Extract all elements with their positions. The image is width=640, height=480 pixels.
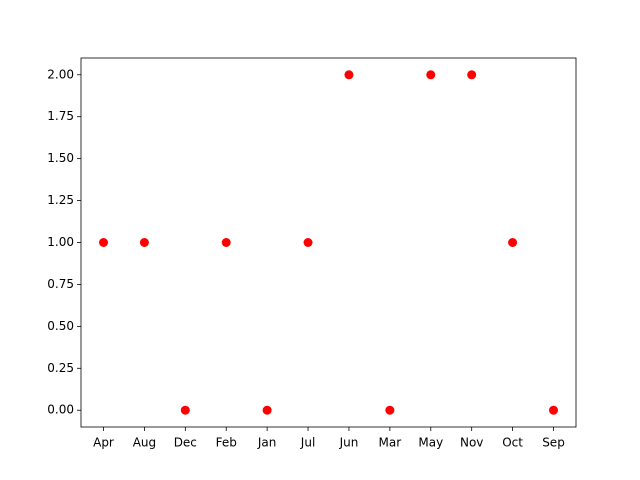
point bbox=[262, 405, 272, 415]
x-tick-label: Nov bbox=[460, 436, 483, 450]
x-tick-label: Jun bbox=[339, 436, 359, 450]
y-tick-label: 1.00 bbox=[47, 235, 74, 249]
x-tick-label: Mar bbox=[379, 436, 402, 450]
x-tick-label: May bbox=[418, 436, 443, 450]
x-tick-label: Dec bbox=[174, 436, 197, 450]
point bbox=[549, 405, 558, 415]
point bbox=[303, 238, 313, 247]
point bbox=[426, 70, 436, 80]
y-tick-label: 1.50 bbox=[47, 151, 74, 165]
point bbox=[467, 70, 477, 80]
point bbox=[385, 405, 395, 415]
y-tick-label: 0.75 bbox=[47, 277, 74, 291]
x-tick-label: Feb bbox=[216, 436, 237, 450]
point bbox=[139, 238, 149, 247]
x-tick-label: Jan bbox=[257, 436, 277, 450]
plot-frame bbox=[80, 57, 577, 428]
y-tick-label: 1.25 bbox=[47, 193, 74, 207]
x-tick-label: Oct bbox=[502, 436, 523, 450]
point bbox=[99, 238, 108, 247]
point bbox=[221, 238, 231, 247]
y-tick-label: 0.25 bbox=[47, 361, 74, 375]
y-tick-label: 1.75 bbox=[47, 109, 74, 123]
y-tick-label: 0.50 bbox=[47, 319, 74, 333]
x-tick-label: Sep bbox=[542, 436, 565, 450]
x-tick-label: Apr bbox=[93, 436, 114, 450]
point bbox=[508, 238, 518, 247]
x-tick-label: Aug bbox=[133, 436, 156, 450]
y-tick-label: 0.00 bbox=[47, 403, 74, 417]
x-tick-label: Jul bbox=[300, 436, 315, 450]
y-tick-label: 2.00 bbox=[47, 67, 74, 81]
point bbox=[344, 70, 354, 80]
point bbox=[180, 405, 190, 415]
